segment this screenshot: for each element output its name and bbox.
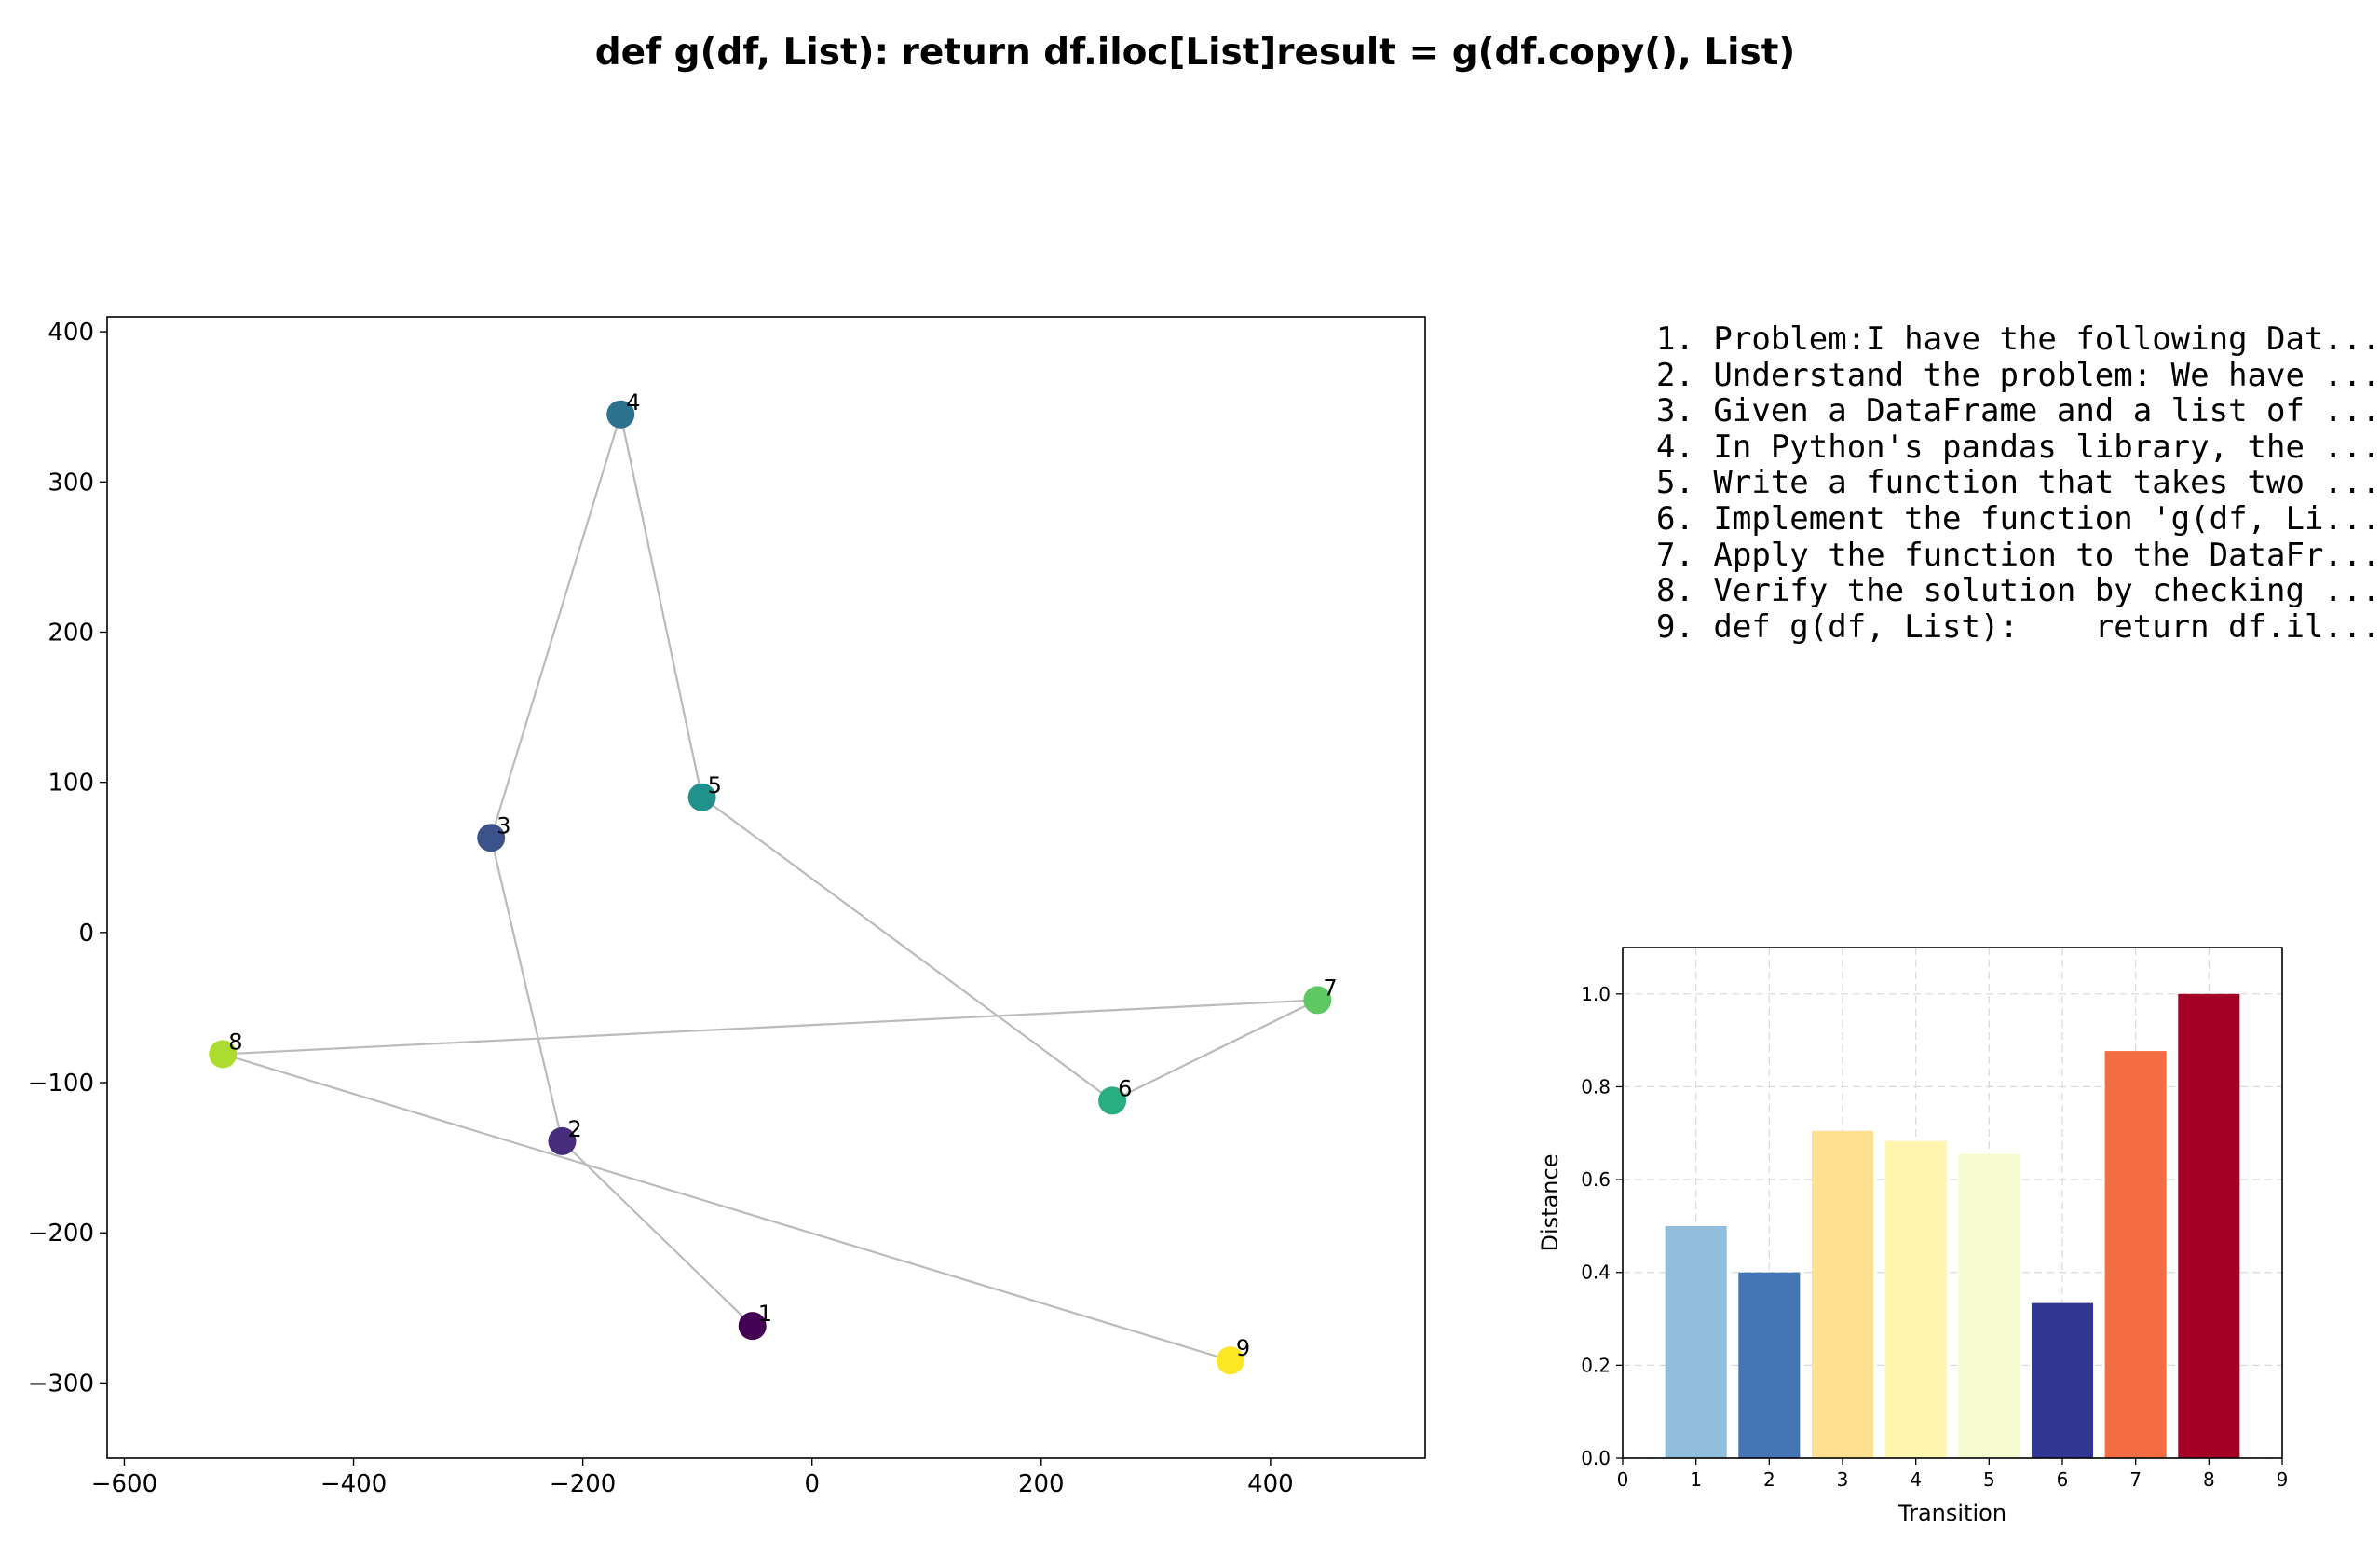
y-tick-label: 0.6 bbox=[1581, 1168, 1611, 1191]
y-tick-label: 0.0 bbox=[1581, 1447, 1611, 1469]
bar bbox=[1811, 1130, 1874, 1458]
x-tick-label: 6 bbox=[2057, 1468, 2069, 1491]
bar bbox=[1665, 1225, 1727, 1458]
point-label: 5 bbox=[708, 772, 722, 798]
step-item: 3. Given a DataFrame and a list of ... bbox=[1656, 392, 2380, 430]
x-tick-label: −400 bbox=[320, 1470, 387, 1498]
step-item: 7. Apply the function to the DataFr... bbox=[1656, 536, 2380, 574]
y-tick-label: 400 bbox=[48, 319, 94, 347]
step-item: 1. Problem:I have the following Dat... bbox=[1656, 320, 2380, 358]
x-tick-label: −600 bbox=[91, 1470, 157, 1498]
bar bbox=[2104, 1051, 2167, 1458]
step-item: 5. Write a function that takes two ... bbox=[1656, 464, 2380, 502]
y-tick-label: −200 bbox=[28, 1220, 94, 1248]
y-tick-label: 0 bbox=[78, 920, 94, 948]
path-segment bbox=[561, 1140, 754, 1327]
bar bbox=[1738, 1272, 1801, 1458]
y-axis-label: Distance bbox=[1537, 1154, 1563, 1252]
point-label: 4 bbox=[626, 389, 640, 416]
step-item: 4. In Python's pandas library, the ... bbox=[1656, 428, 2380, 466]
scatter-point bbox=[687, 783, 716, 811]
x-axis-label: Transition bbox=[1897, 1500, 2006, 1526]
y-tick-label: 300 bbox=[48, 469, 94, 497]
x-tick-label: 0 bbox=[1617, 1468, 1629, 1491]
bar bbox=[1884, 1140, 1947, 1458]
scatter-point bbox=[738, 1312, 767, 1341]
x-tick-label: 400 bbox=[1247, 1470, 1294, 1498]
y-tick-label: −300 bbox=[28, 1370, 94, 1398]
path-segment bbox=[1111, 999, 1318, 1102]
x-tick-label: 1 bbox=[1690, 1468, 1702, 1491]
point-label: 9 bbox=[1236, 1335, 1250, 1361]
figure-title: def g(df, List): return df.iloc[List]res… bbox=[595, 32, 1796, 74]
x-tick-label: 9 bbox=[2277, 1468, 2289, 1491]
path-segment bbox=[222, 1053, 1231, 1362]
point-label: 3 bbox=[496, 812, 510, 839]
x-tick-label: 3 bbox=[1837, 1468, 1849, 1491]
y-tick-label: 0.2 bbox=[1581, 1354, 1611, 1376]
scatter-point bbox=[1216, 1346, 1244, 1375]
bar-plot: 0 1 2 3 4 5 6 7 8 9 0.0 0.2 0.4 0.6 0.8 1.0 Transition Di… bbox=[1537, 947, 2289, 1526]
path-segment bbox=[700, 796, 1113, 1102]
scatter-plot: 1 2 3 4 5 6 7 8 9 −600 −400 −200 0 200 400 −300 −200 −100… bbox=[28, 316, 1426, 1498]
x-tick-label: 200 bbox=[1018, 1470, 1065, 1498]
step-item: 6. Implement the function 'g(df, Li... bbox=[1656, 499, 2380, 538]
bar-axes-frame bbox=[1622, 947, 2283, 1459]
scatter-point bbox=[209, 1040, 238, 1069]
x-tick-label: 8 bbox=[2203, 1468, 2215, 1491]
path-segment bbox=[223, 999, 1318, 1056]
point-label: 1 bbox=[758, 1301, 772, 1327]
x-tick-label: 4 bbox=[1910, 1468, 1922, 1491]
y-tick-label: 1.0 bbox=[1581, 983, 1611, 1005]
bar bbox=[2178, 993, 2240, 1458]
scatter-point bbox=[1303, 986, 1332, 1015]
point-label: 7 bbox=[1323, 975, 1337, 1001]
step-item: 9. def g(df, List): return df.il... bbox=[1656, 607, 2380, 646]
point-label: 8 bbox=[228, 1029, 242, 1055]
x-tick-label: −200 bbox=[550, 1470, 616, 1498]
path-segment bbox=[619, 414, 703, 798]
x-tick-label: 7 bbox=[2129, 1468, 2142, 1491]
step-item: 2. Understand the problem: We have ... bbox=[1656, 356, 2380, 394]
path-segment bbox=[490, 414, 622, 839]
scatter-point bbox=[1098, 1086, 1127, 1115]
point-label: 6 bbox=[1118, 1075, 1132, 1101]
point-label: 2 bbox=[567, 1116, 581, 1142]
scatter-point bbox=[606, 400, 635, 429]
scatter-point bbox=[477, 824, 506, 852]
path-segment bbox=[490, 838, 564, 1142]
y-tick-label: 200 bbox=[48, 619, 94, 647]
scatter-point bbox=[548, 1126, 577, 1155]
scatter-axes-frame bbox=[106, 316, 1426, 1459]
y-tick-label: 100 bbox=[48, 770, 94, 798]
y-tick-label: 0.8 bbox=[1581, 1075, 1611, 1098]
bar bbox=[2031, 1302, 2094, 1458]
bar bbox=[1958, 1153, 2020, 1458]
x-tick-label: 2 bbox=[1763, 1468, 1775, 1491]
x-tick-label: 0 bbox=[804, 1470, 820, 1498]
step-list: 1. Problem:I have the following Dat... 2.… bbox=[1656, 321, 2380, 645]
y-tick-label: −100 bbox=[28, 1070, 94, 1098]
step-item: 8. Verify the solution by checking ... bbox=[1656, 572, 2380, 610]
y-tick-label: 0.4 bbox=[1581, 1261, 1611, 1284]
x-tick-label: 5 bbox=[1983, 1468, 1995, 1491]
